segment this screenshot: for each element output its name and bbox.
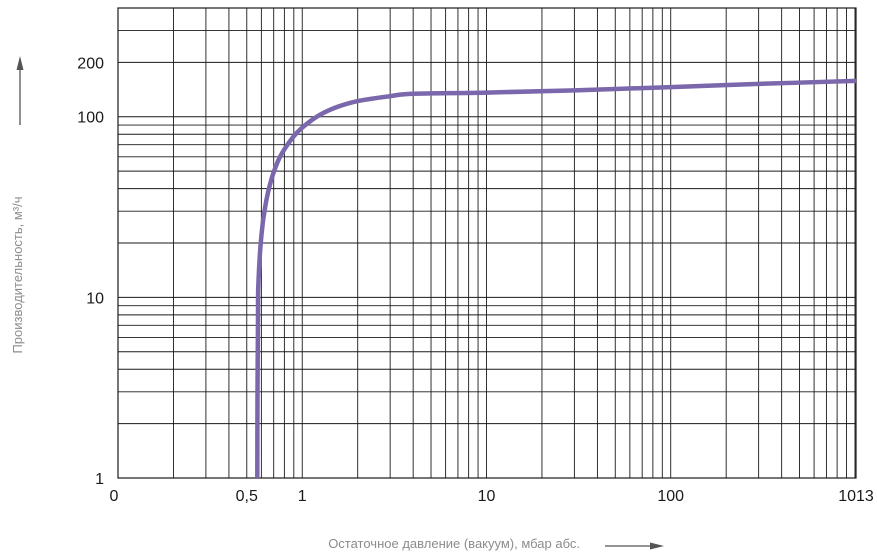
y-tick-label: 10 xyxy=(86,290,104,307)
x-axis-arrow-icon xyxy=(605,542,664,550)
x-tick-label: 100 xyxy=(657,488,684,505)
x-axis-label: Остаточное давление (вакуум), мбар абс. xyxy=(328,536,580,551)
tick-labels: 0 0,5 1 10 100 1013 1 10 100 200 xyxy=(77,55,874,505)
grid xyxy=(117,7,857,479)
y-axis-label: Производительность, м³/ч xyxy=(10,196,25,353)
x-tick-label: 0 xyxy=(110,488,119,505)
x-tick-label: 1 xyxy=(298,488,307,505)
performance-curve-0 xyxy=(255,78,857,479)
plot-frame xyxy=(117,7,857,479)
x-tick-label: 0,5 xyxy=(236,488,258,505)
curve-layer xyxy=(255,78,857,479)
y-tick-label: 100 xyxy=(77,110,104,127)
x-tick-label: 10 xyxy=(478,488,496,505)
y-axis-arrow-icon xyxy=(16,56,24,125)
y-tick-label: 1 xyxy=(95,471,104,488)
y-tick-label: 200 xyxy=(77,55,104,72)
x-tick-label: 1013 xyxy=(838,488,874,505)
